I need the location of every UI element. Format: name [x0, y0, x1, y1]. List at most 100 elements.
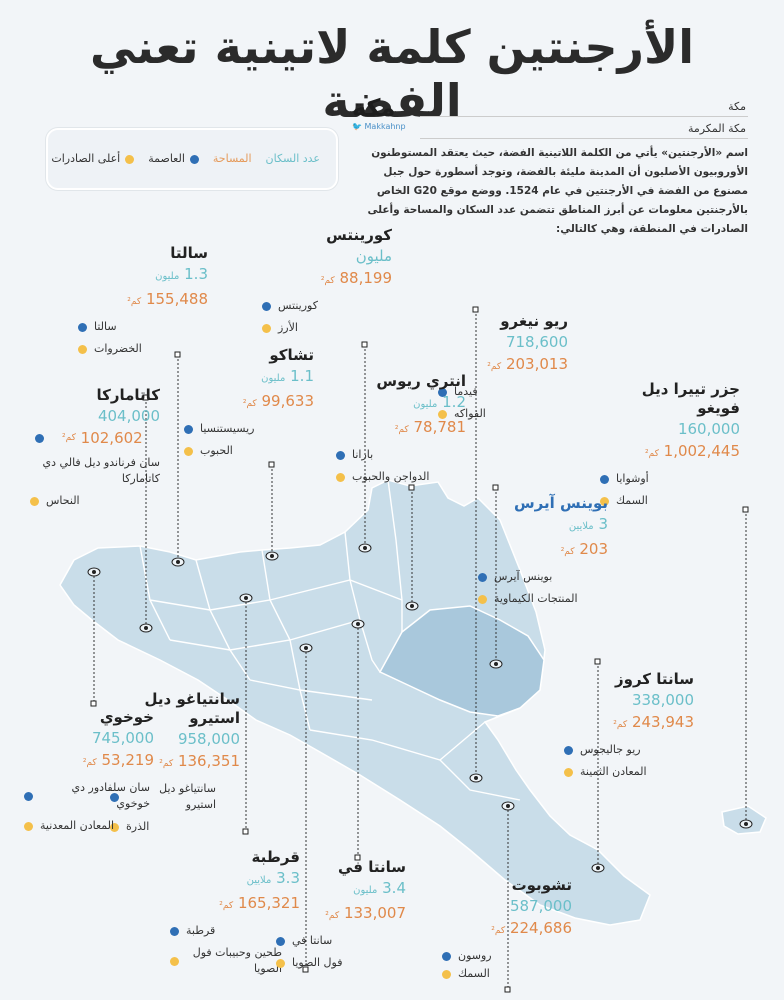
province-name: سانتياغو ديل استيرو	[144, 690, 241, 727]
legend-capital: العاصمة	[148, 152, 199, 165]
province-exports: الأرز	[262, 320, 392, 336]
province-population: 160,000	[677, 420, 740, 438]
province-name: كورينتس	[326, 226, 392, 244]
province-exports: السمك	[442, 966, 572, 982]
province-tierradelfuego: جزر تييرا ديل فويغو 160,000 1,002,445 كم…	[600, 380, 740, 509]
capital-dot-icon	[170, 926, 179, 936]
source-line-2: مكة المكرمة	[687, 122, 746, 135]
province-population: 718,600	[505, 333, 568, 351]
twitter-icon: 🐦	[352, 122, 362, 131]
province-exports: الدواجن والحبوب	[336, 469, 466, 485]
map-land	[59, 479, 651, 926]
province-population: 404,000	[97, 407, 160, 425]
export-dot-icon	[262, 323, 271, 333]
export-dot-icon	[110, 822, 119, 832]
province-area: 224,686 كم²	[491, 919, 572, 937]
export-dot-icon	[600, 496, 609, 506]
province-name: خوخوي	[99, 708, 154, 726]
province-area: 136,351 كم²	[159, 752, 240, 770]
province-capital: بارانا	[336, 447, 466, 463]
province-capital: ريسيستنسيا	[184, 421, 314, 437]
capital-dot-icon	[442, 951, 451, 961]
province-catamarca: كاتاماركا 404,000 102,602 كم² سان فرناند…	[30, 386, 160, 509]
province-capital: سانتياغو ديل استيرو	[110, 781, 240, 813]
province-name: انتري ريوس	[376, 372, 466, 390]
capital-dot-icon	[262, 301, 271, 311]
legend-population: عدد السكان	[265, 152, 320, 165]
province-name: بوينس آيرس	[513, 494, 608, 512]
province-population: مليون	[355, 247, 392, 265]
province-capital: سانتا في	[276, 933, 406, 949]
legend-area: المساحة	[212, 152, 252, 165]
capital-dot-icon	[189, 154, 199, 164]
province-capital: سالتا	[78, 319, 208, 335]
map-region-highlight	[378, 605, 545, 717]
brand-logo: مكة	[352, 94, 396, 122]
divider	[420, 138, 748, 139]
export-dot-icon	[78, 344, 87, 354]
capital-dot-icon	[600, 474, 609, 484]
brand-handle: 🐦 Makkahnp	[352, 122, 406, 131]
province-population: 338,000	[631, 691, 694, 709]
capital-dot-icon	[336, 450, 345, 460]
export-dot-icon	[184, 446, 193, 456]
province-chaco: تشاكو 1.1 مليون 99,633 كم² ريسيستنسيا ال…	[184, 346, 314, 459]
capital-dot-icon	[564, 745, 573, 755]
province-name: كاتاماركا	[96, 386, 160, 404]
province-capital: كورينتس	[262, 298, 392, 314]
province-exports: فول الصويا	[276, 955, 406, 971]
export-dot-icon	[276, 958, 285, 968]
province-cordoba: قرطبة 3.3 ملايين 165,321 كم² قرطبة طحين …	[170, 848, 300, 977]
intro-text: اسم «الأرجنتين» يأتي من الكلمة اللاتينية…	[367, 147, 748, 235]
province-borders	[139, 479, 521, 801]
province-capital: فيدما	[438, 384, 568, 400]
export-dot-icon	[336, 472, 345, 482]
province-population: 1.1 مليون	[261, 367, 314, 385]
province-capital: بوينس آيرس	[478, 569, 608, 585]
province-area: 78,781 كم²	[394, 418, 466, 436]
export-dot-icon	[438, 409, 447, 419]
capital-dot-icon	[184, 424, 193, 434]
province-population: 3.4 مليون	[353, 879, 406, 897]
export-dot-icon	[24, 821, 33, 831]
legend: عدد السكان المساحة العاصمة أعلى الصادرات	[46, 128, 338, 190]
province-area: 155,488 كم²	[127, 290, 208, 308]
province-jujuy: خوخوي 745,000 53,219 كم² سان سلفادور دي …	[24, 708, 154, 834]
province-exports: المعادن المعدنية	[24, 818, 154, 834]
province-name: قرطبة	[251, 848, 300, 866]
province-exports: الفواكه	[438, 406, 568, 422]
province-capital: قرطبة	[170, 923, 300, 939]
capital-dot-icon	[438, 387, 447, 397]
province-santiago: سانتياغو ديل استيرو 958,000 136,351 كم² …	[110, 690, 240, 835]
export-dot-icon	[478, 594, 487, 604]
province-area: 243,943 كم²	[613, 713, 694, 731]
province-population: 958,000	[177, 730, 240, 748]
province-rionegro: ريو نيغرو 718,600 203,013 كم² فيدما الفو…	[438, 312, 568, 422]
province-capital: سان فرناندو ديل فالي دي كاتاماركا	[42, 456, 160, 485]
province-area: 88,199 كم²	[320, 269, 392, 287]
province-exports: طحين وحبيبات فول الصويا	[170, 945, 300, 977]
province-name: جزر تييرا ديل فويغو	[641, 380, 740, 417]
capital-dot-icon	[478, 572, 487, 582]
province-exports: المنتجات الكيماوية	[478, 591, 608, 607]
province-capital: روسون	[442, 948, 572, 964]
capital-dot-icon	[276, 936, 285, 946]
province-population: 1.3 مليون	[155, 265, 208, 283]
province-capital: أوشوايا	[600, 471, 740, 487]
province-exports: المعادن الثمينة	[564, 764, 694, 780]
province-exports: النحاس	[30, 493, 160, 509]
divider	[420, 116, 748, 117]
province-area: 1,002,445 كم²	[644, 442, 740, 460]
province-name: تشوبوت	[511, 876, 572, 894]
location-markers	[87, 543, 753, 873]
province-area: 203,013 كم²	[487, 355, 568, 373]
province-exports: الحبوب	[184, 443, 314, 459]
province-name: تشاكو	[269, 346, 314, 364]
province-exports: الخضروات	[78, 341, 208, 357]
province-area: 53,219 كم²	[82, 751, 154, 769]
province-capital: ريو جاليجوس	[564, 742, 694, 758]
export-dot-icon	[442, 969, 451, 979]
export-dot-icon	[170, 956, 179, 966]
province-area: 133,007 كم²	[325, 904, 406, 922]
